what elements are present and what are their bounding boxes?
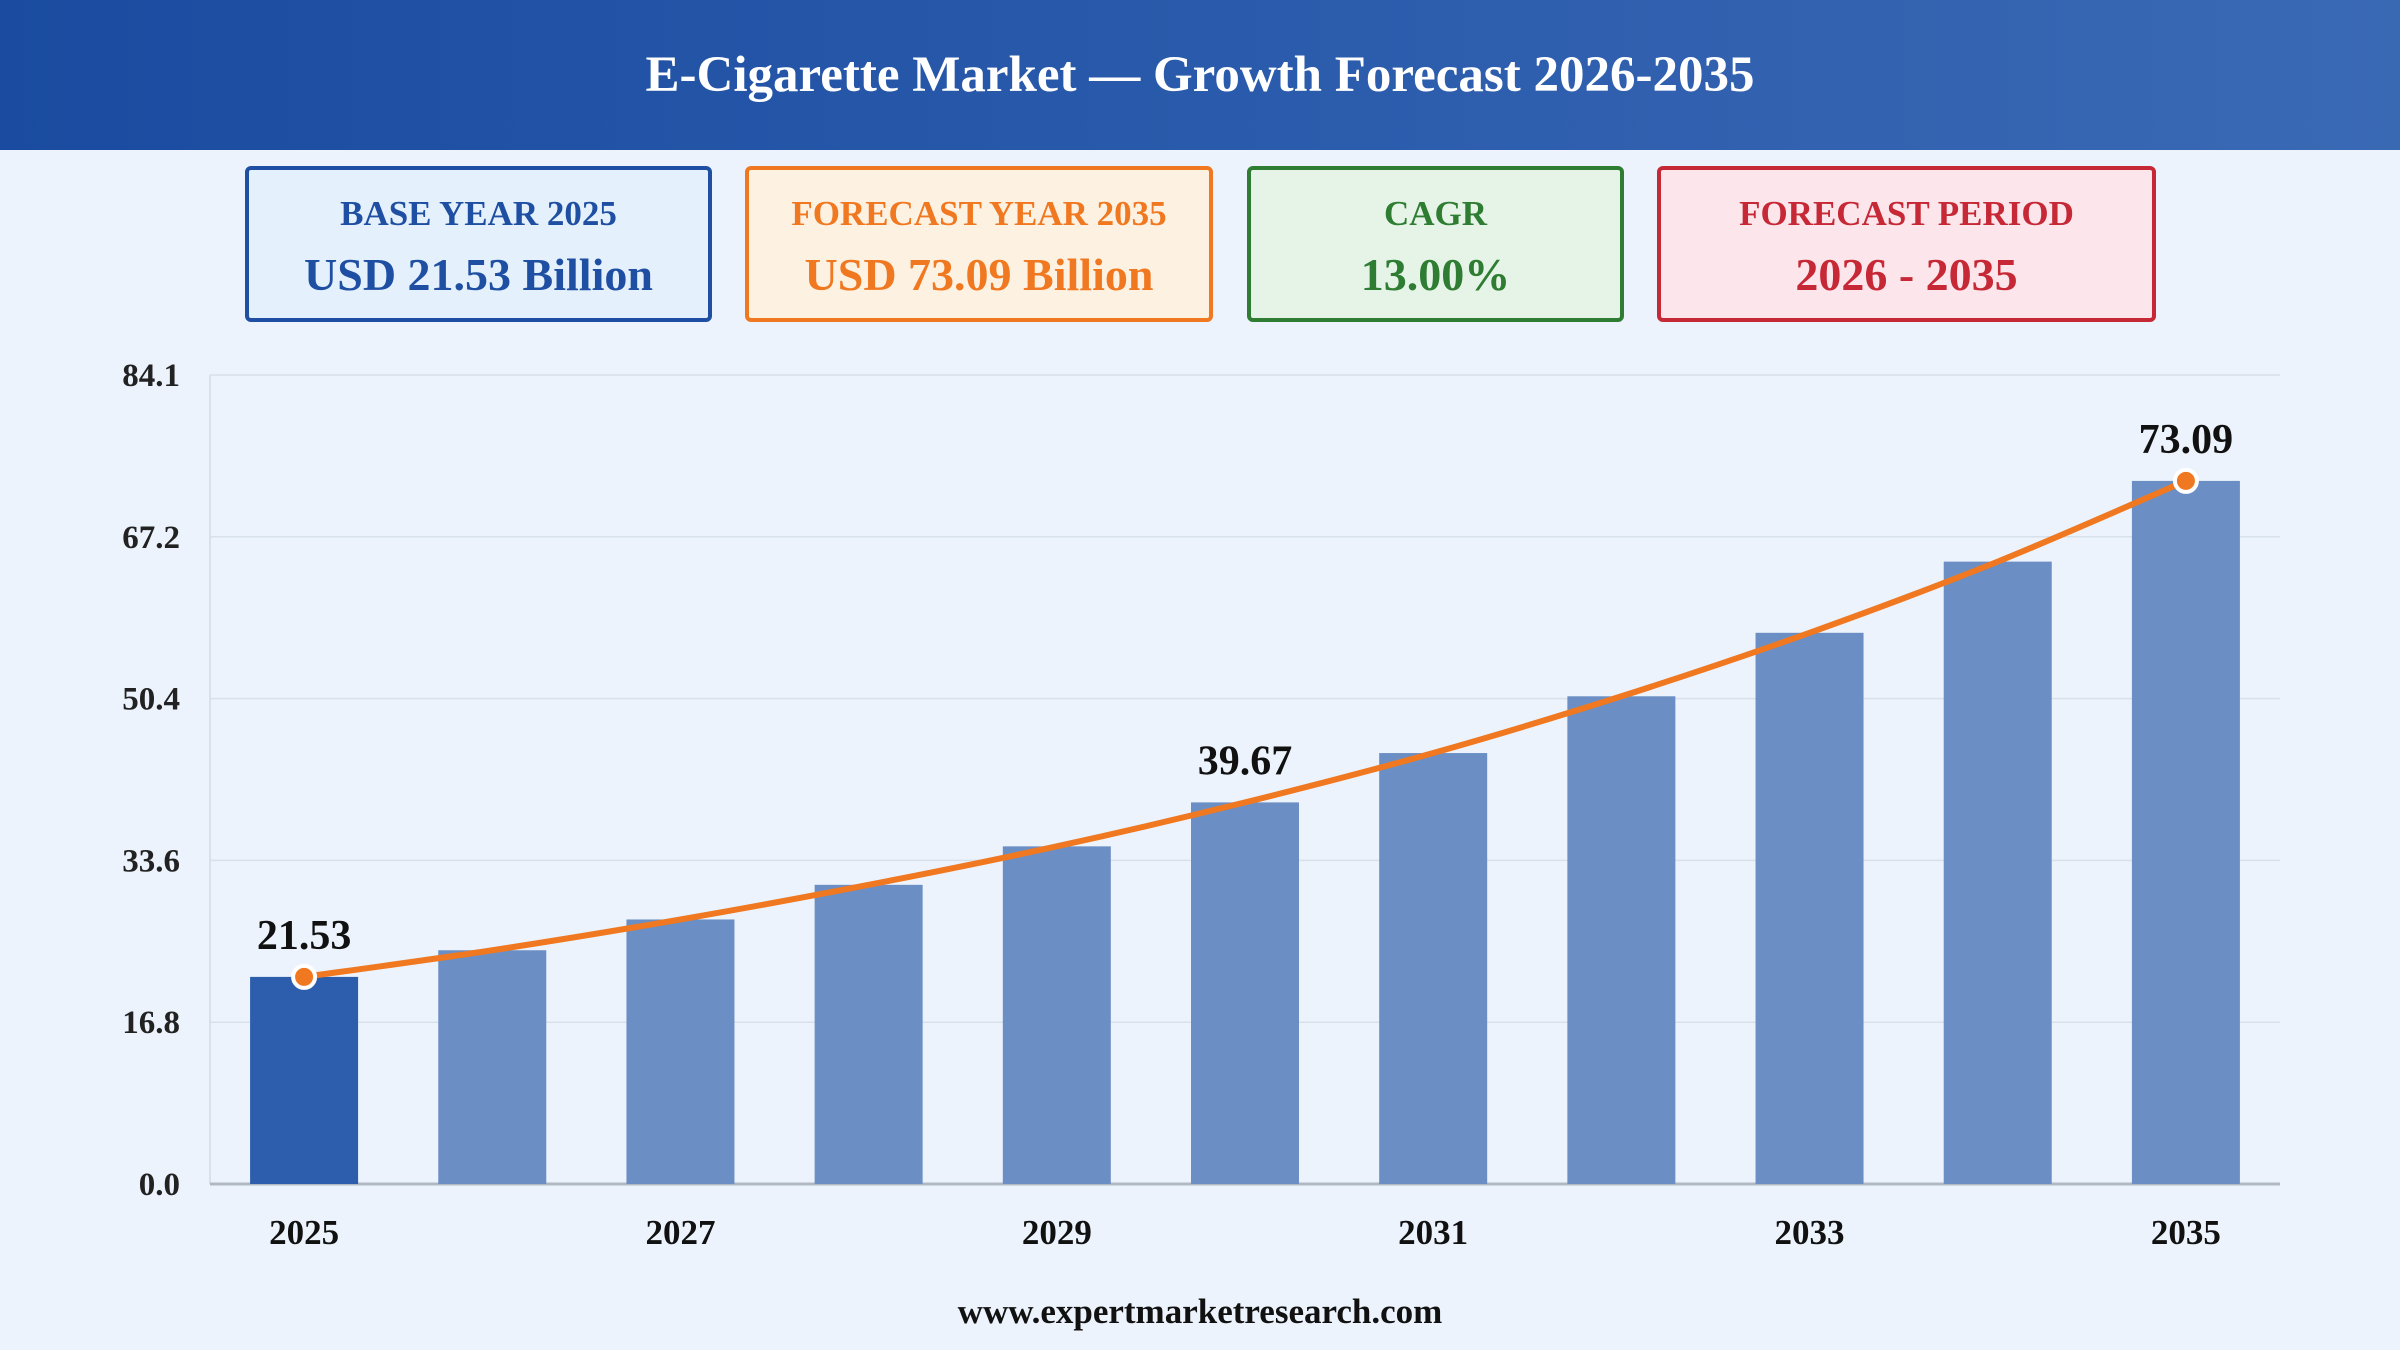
y-tick-label: 84.1 bbox=[122, 358, 180, 394]
bar bbox=[626, 919, 735, 1184]
forecast-period-value: 2026 - 2035 bbox=[1795, 249, 2018, 300]
base-year-card: BASE YEAR 2025 USD 21.53 Billion bbox=[245, 166, 712, 322]
bar bbox=[1755, 632, 1864, 1184]
header-banner: E-Cigarette Market — Growth Forecast 202… bbox=[0, 0, 2400, 150]
data-label: 21.53 bbox=[257, 913, 352, 959]
cagr-value: 13.00% bbox=[1360, 249, 1511, 300]
trend-point bbox=[2172, 467, 2199, 494]
bar bbox=[1567, 696, 1676, 1184]
y-tick-label: 67.2 bbox=[122, 520, 180, 556]
data-label: 39.67 bbox=[1198, 738, 1293, 784]
bar bbox=[1943, 561, 2052, 1184]
forecast-year-label: FORECAST YEAR 2035 bbox=[791, 194, 1167, 233]
forecast-period-label: FORECAST PERIOD bbox=[1739, 194, 2074, 233]
y-tick-label: 0.0 bbox=[139, 1167, 180, 1203]
chart-title: E-Cigarette Market — Growth Forecast 202… bbox=[645, 47, 1755, 103]
data-label: 73.09 bbox=[2139, 417, 2234, 463]
x-tick-label: 2033 bbox=[1775, 1213, 1845, 1252]
bar bbox=[2131, 480, 2240, 1184]
y-tick-label: 33.6 bbox=[122, 843, 180, 879]
base-year-label: BASE YEAR 2025 bbox=[340, 194, 617, 233]
bar bbox=[1191, 802, 1299, 1184]
trend-line bbox=[301, 477, 2189, 980]
y-tick-label: 50.4 bbox=[122, 682, 180, 718]
bar bbox=[814, 884, 923, 1184]
bar bbox=[1379, 753, 1488, 1184]
y-tick-label: 16.8 bbox=[122, 1005, 180, 1041]
trend-point bbox=[291, 963, 318, 990]
bar bbox=[1002, 846, 1111, 1184]
footer-url: www.expertmarketresearch.com bbox=[957, 1292, 1443, 1331]
forecast-year-card: FORECAST YEAR 2035 USD 73.09 Billion bbox=[745, 166, 1213, 322]
forecast-year-value: USD 73.09 Billion bbox=[804, 249, 1154, 300]
bar bbox=[250, 976, 359, 1184]
cagr-card: CAGR 13.00% bbox=[1247, 166, 1624, 322]
bar bbox=[438, 950, 547, 1184]
x-tick-label: 2025 bbox=[269, 1213, 339, 1252]
x-tick-label: 2029 bbox=[1022, 1213, 1092, 1252]
cagr-label: CAGR bbox=[1383, 194, 1488, 233]
x-tick-label: 2035 bbox=[2151, 1213, 2221, 1252]
x-tick-label: 2031 bbox=[1398, 1213, 1468, 1252]
x-tick-label: 2027 bbox=[645, 1213, 715, 1252]
base-year-value: USD 21.53 Billion bbox=[304, 249, 653, 300]
forecast-period-card: FORECAST PERIOD 2026 - 2035 bbox=[1657, 166, 2156, 322]
